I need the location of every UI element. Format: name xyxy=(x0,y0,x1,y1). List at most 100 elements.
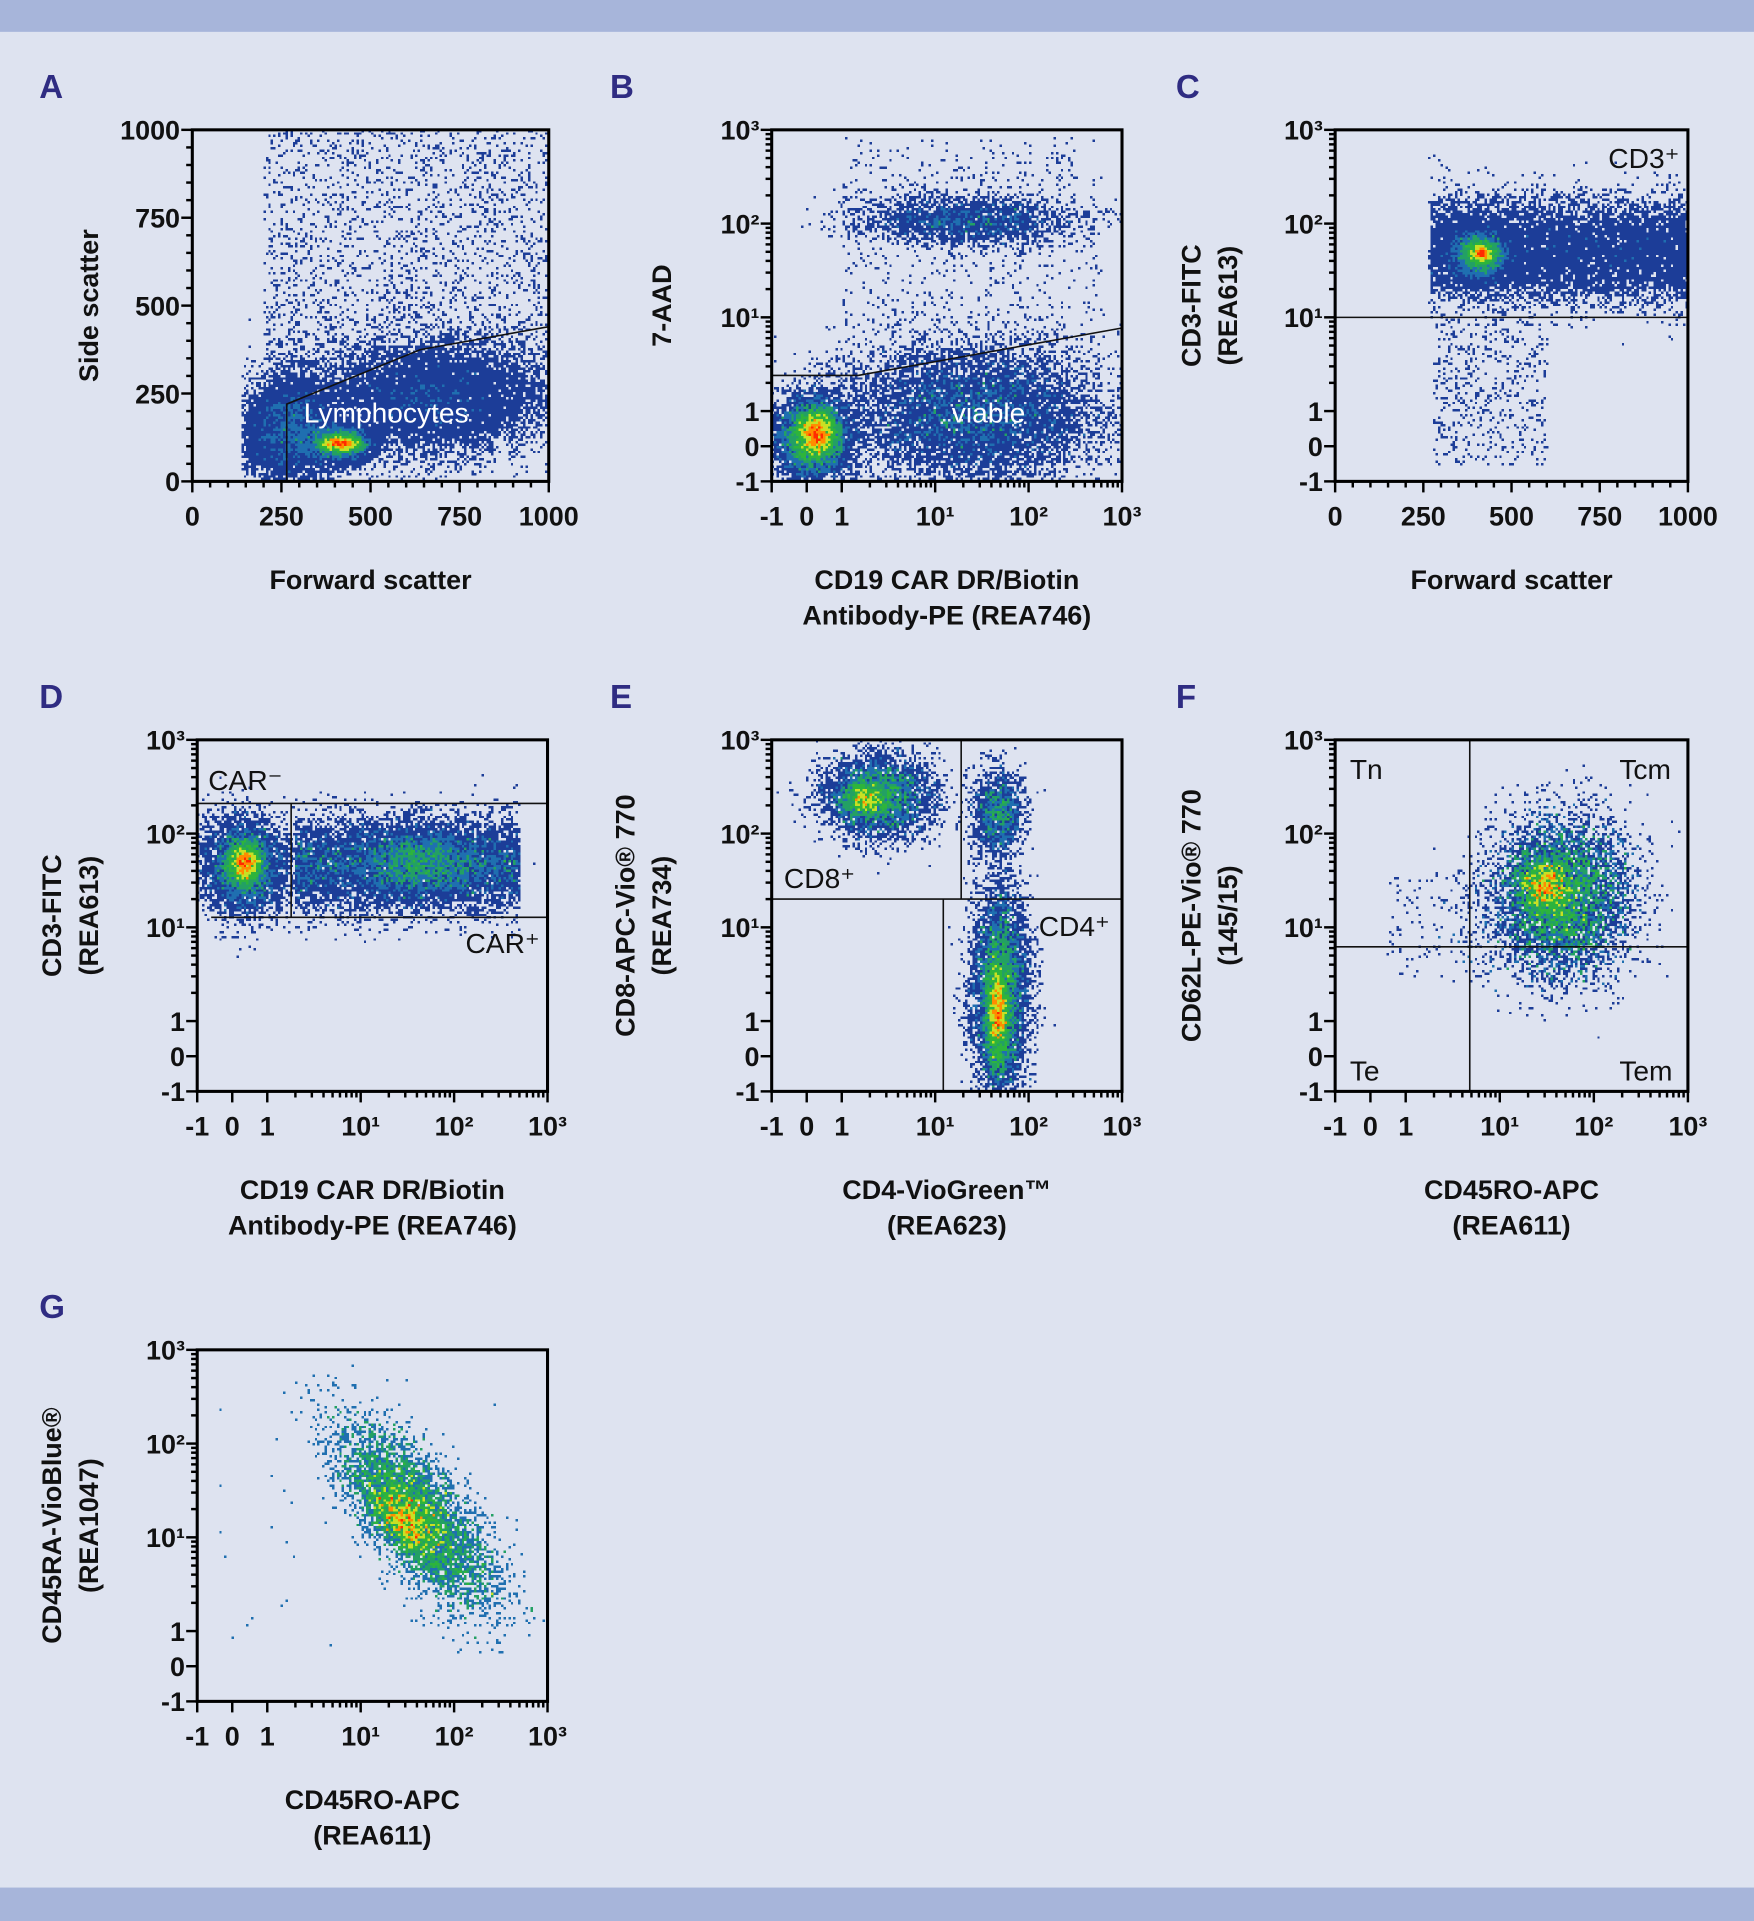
y-tick-label: 1 xyxy=(1308,1007,1323,1037)
y-tick-label: 10³ xyxy=(1284,116,1323,146)
y-tick-label: 10² xyxy=(721,209,760,239)
x-axis-title: Antibody-PE (REA746) xyxy=(802,601,1091,631)
y-tick-label: 0 xyxy=(165,467,180,497)
x-axis-title: Antibody-PE (REA746) xyxy=(228,1211,517,1241)
y-tick-label: 10¹ xyxy=(721,913,760,943)
gate-label: Lymphocytes xyxy=(304,397,469,429)
plot-frame xyxy=(190,128,551,483)
y-axis-title: (REA1047) xyxy=(74,1458,104,1593)
y-tick-label: 1000 xyxy=(120,116,180,146)
y-tick-label: 10¹ xyxy=(146,1523,185,1553)
y-tick-label: 10¹ xyxy=(1284,303,1323,333)
y-axis-title: (REA613) xyxy=(1213,246,1243,366)
y-tick-label: 10² xyxy=(1284,209,1323,239)
x-tick-label: 750 xyxy=(437,501,482,531)
y-tick-label: -1 xyxy=(735,467,759,497)
y-tick-label: 10¹ xyxy=(721,303,760,333)
gate-label: Tem xyxy=(1619,1054,1672,1086)
x-tick-label: 0 xyxy=(185,501,200,531)
x-tick-label: 1 xyxy=(834,1111,849,1141)
density-plot-e xyxy=(771,739,1123,1092)
x-tick-label: 1 xyxy=(1398,1111,1413,1141)
panel-letter: D xyxy=(39,679,63,716)
plot-frame xyxy=(195,738,550,1093)
gate-label: CAR⁻ xyxy=(208,764,282,796)
y-tick-label: 0 xyxy=(1308,432,1323,462)
plot-frame xyxy=(1333,128,1690,483)
x-tick-label: 500 xyxy=(348,501,393,531)
bottom-band xyxy=(0,1887,1754,1921)
panel-letter: E xyxy=(610,679,632,716)
gate-label: Tcm xyxy=(1619,753,1671,785)
x-tick-label: 0 xyxy=(799,501,814,531)
y-tick-label: 10³ xyxy=(146,1336,185,1366)
x-tick-label: 250 xyxy=(259,501,304,531)
x-tick-label: 10¹ xyxy=(1480,1111,1519,1141)
y-tick-label: 0 xyxy=(170,1042,185,1072)
y-axis-title: CD45RA-VioBlue® xyxy=(37,1407,67,1644)
panel-letter: G xyxy=(39,1289,65,1326)
x-axis-title: Forward scatter xyxy=(269,565,472,595)
y-tick-label: 10¹ xyxy=(146,913,185,943)
x-axis-title: (REA611) xyxy=(313,1821,431,1851)
y-tick-label: -1 xyxy=(735,1077,759,1107)
y-axis-title: (REA734) xyxy=(647,856,677,976)
gate-line xyxy=(771,327,1123,377)
gate-label: CD4⁺ xyxy=(1039,910,1110,942)
x-axis-title: CD19 CAR DR/Biotin xyxy=(240,1175,505,1205)
x-tick-label: -1 xyxy=(760,501,784,531)
panel-a: A 0 250 500 750 1000 0 250 500 750 1000 Forward sca… xyxy=(39,69,579,595)
x-tick-label: 0 xyxy=(225,1721,240,1751)
plot-frame xyxy=(1333,738,1690,1093)
y-tick-label: 10² xyxy=(1284,819,1323,849)
y-tick-label: 0 xyxy=(744,1042,759,1072)
x-tick-label: 10² xyxy=(1009,501,1048,531)
x-tick-label: 1 xyxy=(260,1111,275,1141)
x-tick-label: 10¹ xyxy=(916,1111,955,1141)
x-tick-label: 10¹ xyxy=(341,1721,380,1751)
y-axis-title: 7-AAD xyxy=(647,264,677,346)
y-tick-label: -1 xyxy=(1299,1077,1323,1107)
gate-label: CAR⁺ xyxy=(465,927,539,959)
x-tick-label: -1 xyxy=(760,1111,784,1141)
y-axis-title: (145/15) xyxy=(1213,865,1243,965)
panel-letter: F xyxy=(1176,679,1196,716)
y-tick-label: -1 xyxy=(161,1687,185,1717)
gate-line xyxy=(285,325,549,482)
y-tick-label: 250 xyxy=(135,379,180,409)
top-band xyxy=(0,0,1754,32)
x-tick-label: 10³ xyxy=(1103,1111,1142,1141)
y-axis-title: CD62L-PE-Vio® 770 xyxy=(1176,789,1206,1042)
x-tick-label: 1000 xyxy=(519,501,579,531)
x-tick-label: 10¹ xyxy=(341,1111,380,1141)
x-axis-title: (REA611) xyxy=(1452,1211,1570,1241)
x-axis-title: CD4-VioGreen™ xyxy=(842,1175,1051,1205)
panel-e: E-1 0 1 10¹ 10² 10³-10110¹10²10³CD4-VioGreen™… xyxy=(610,679,1142,1241)
gate-label: CD8⁺ xyxy=(784,862,855,894)
y-tick-label: 10³ xyxy=(721,726,760,756)
x-axis-title: CD45RO-APC xyxy=(1424,1175,1599,1205)
y-axis-title: CD3-FITC xyxy=(37,854,67,977)
panel-letter: A xyxy=(39,69,63,106)
y-tick-label: 500 xyxy=(135,291,180,321)
gate-label: viable xyxy=(952,397,1026,429)
y-tick-label: 1 xyxy=(744,397,759,427)
y-tick-label: 750 xyxy=(135,204,180,234)
density-plot-a xyxy=(192,129,549,482)
x-tick-label: 0 xyxy=(799,1111,814,1141)
y-tick-label: 10² xyxy=(146,1429,185,1459)
x-tick-label: 10² xyxy=(1574,1111,1613,1141)
x-tick-label: 0 xyxy=(1363,1111,1378,1141)
density-plot-c xyxy=(1335,129,1688,482)
x-tick-label: 0 xyxy=(225,1111,240,1141)
gate-label: CD3⁺ xyxy=(1608,142,1679,174)
y-tick-label: 1 xyxy=(170,1007,185,1037)
plot-frame xyxy=(195,1348,550,1703)
x-tick-label: 0 xyxy=(1328,501,1343,531)
y-tick-label: -1 xyxy=(161,1077,185,1107)
x-tick-label: 1 xyxy=(834,501,849,531)
y-axis-title: CD3-FITC xyxy=(1176,244,1206,367)
